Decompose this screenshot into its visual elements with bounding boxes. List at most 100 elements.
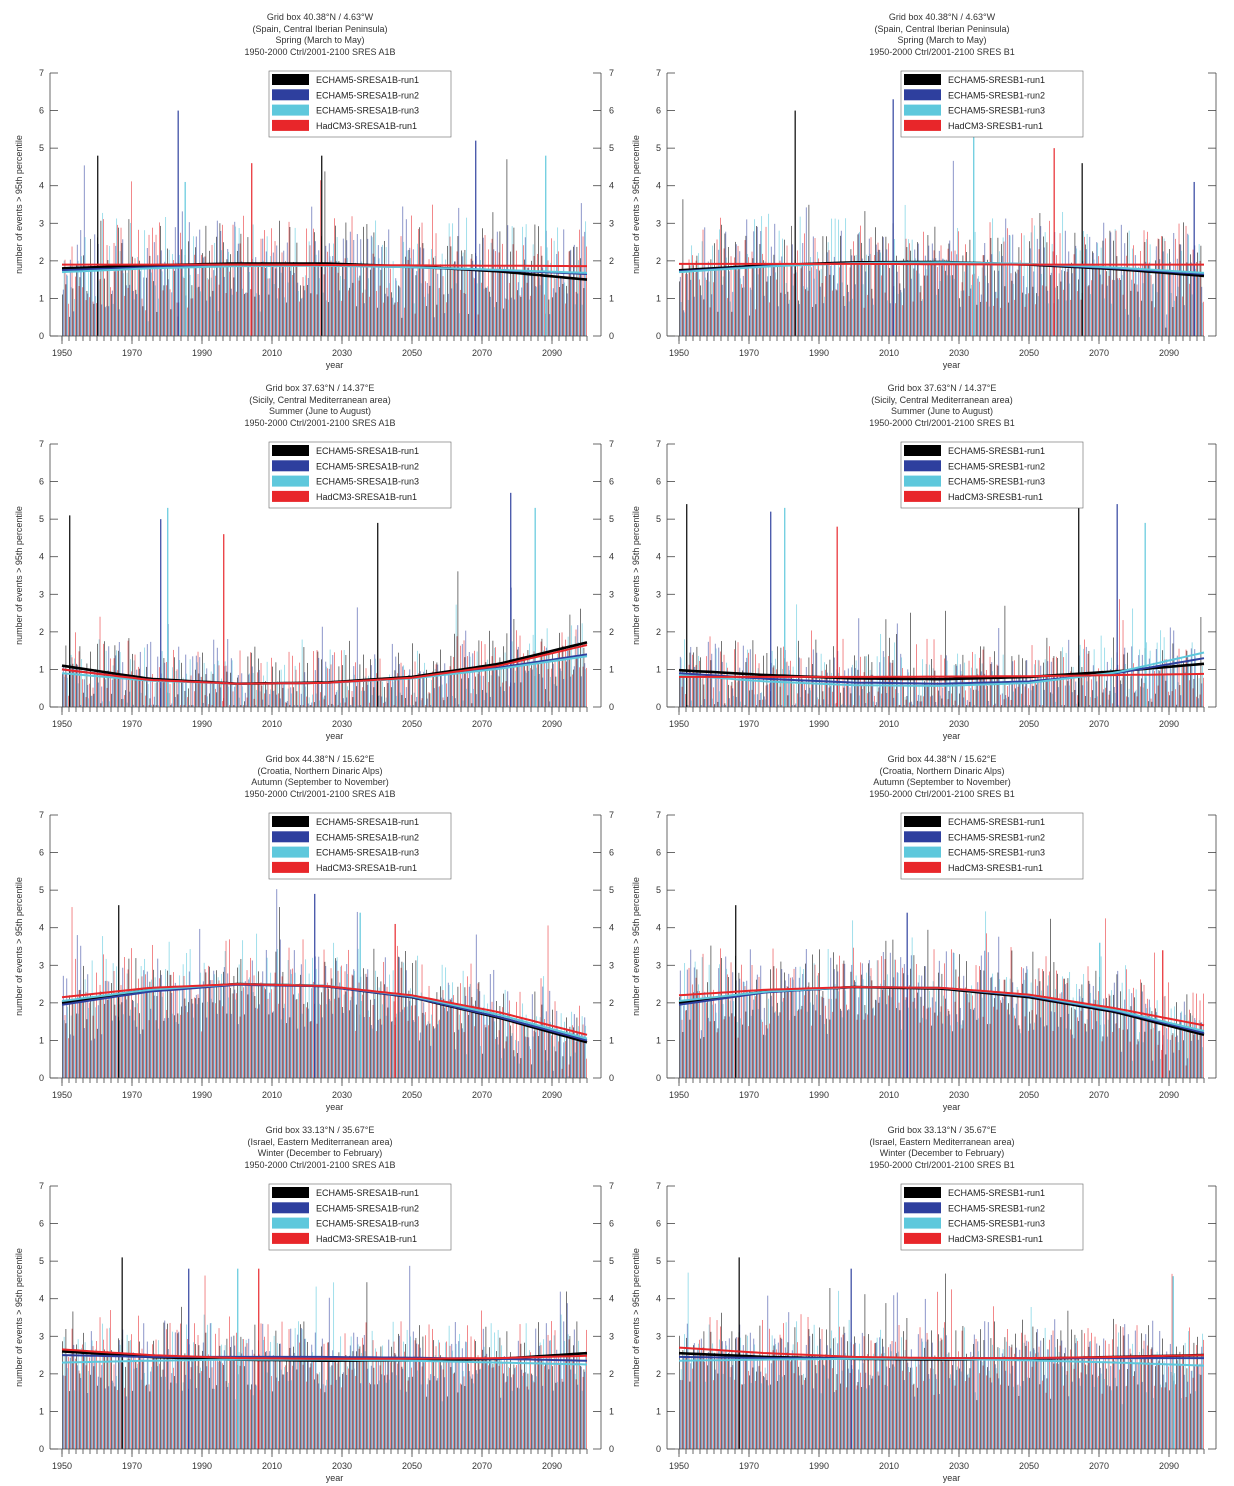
data-bar [1015,1003,1017,1078]
data-bar [557,653,559,707]
data-bar [885,940,887,1078]
data-bar [815,304,817,336]
data-bar [946,1015,948,1078]
data-bar [1201,286,1203,336]
data-bar [948,690,950,707]
chart-title-line: 1950-2000 Ctrl/2001-2100 SRES B1 [869,46,1015,57]
data-bar [909,243,910,336]
data-bar [146,666,147,707]
data-bar [884,959,886,1078]
data-bar [446,302,447,336]
data-bar [553,684,555,707]
data-bar [310,1021,312,1078]
y-tick-label: 1 [39,1035,44,1045]
data-bar [425,1012,426,1078]
data-bar [431,1014,433,1078]
data-bar [1176,296,1177,336]
data-bar [1113,982,1115,1078]
data-bar [67,677,69,707]
data-bar [766,653,768,707]
data-bar [882,676,883,707]
data-bar [701,678,703,707]
data-bar [329,1000,331,1078]
data-bar [954,700,956,707]
data-bar [1001,1002,1002,1078]
legend-label: HadCM3-SRESA1B-run1 [316,863,417,873]
data-bar [265,681,266,707]
data-bar [953,953,955,1078]
data-bar [1057,973,1058,1078]
data-bar [209,1323,211,1449]
data-bar [456,251,458,336]
data-bar [330,664,332,707]
data-bar [970,1009,972,1078]
data-bar [70,1351,72,1449]
data-bar [552,1009,553,1078]
data-bar [684,312,686,336]
data-bar [75,632,76,707]
data-bar [1090,294,1092,336]
data-bar [425,281,426,336]
data-bar [537,253,538,336]
data-bar [132,653,133,707]
data-bar [182,1382,184,1449]
data-bar [120,673,122,707]
data-bar [738,972,740,1078]
data-bar [874,1015,875,1078]
data-bar [87,293,89,336]
data-bar [1108,694,1110,707]
data-bar [791,705,793,707]
data-bar [139,1341,140,1449]
data-bar [1028,1030,1029,1078]
y-tick-label: 6 [656,477,661,487]
data-bar [987,685,988,707]
data-bar [168,941,170,1078]
data-bar [433,1026,434,1078]
chart-panel: Grid box 33.13°N / 35.67°E (Israel, Easte… [0,1113,617,1484]
data-bar [752,1009,754,1078]
data-bar [868,654,869,707]
data-bar [998,628,1000,707]
data-bar [390,1362,391,1449]
data-bar [139,260,140,336]
data-bar [426,283,428,336]
x-tick-label: 1950 [52,348,72,358]
data-bar [171,292,173,336]
data-bar [1048,303,1050,336]
data-bar [940,1006,942,1078]
data-bar [985,689,987,707]
data-bar [735,241,736,336]
data-bar [322,697,324,707]
data-bar [542,986,544,1078]
data-bar [119,1344,121,1449]
data-bar [1007,228,1008,336]
peak-bar [251,163,253,336]
data-bar [751,689,753,707]
data-bar [687,999,689,1078]
data-bar [77,683,79,707]
data-bar [273,284,275,336]
data-bar [870,968,872,1078]
data-bar [1177,1042,1179,1078]
data-bar [1015,271,1016,336]
data-bar [1169,261,1171,336]
data-bar [963,975,965,1078]
data-bar [146,644,148,707]
data-bar [90,651,91,707]
data-bar [423,1002,425,1078]
data-bar [449,999,451,1078]
data-bar [1110,1012,1112,1078]
y2-tick-label: 3 [609,589,614,599]
data-bar [315,968,317,1078]
data-bar [329,256,331,336]
data-bar [538,226,539,336]
data-bar [1000,307,1001,336]
data-bar [801,1005,803,1078]
data-bar [227,639,229,707]
data-bar [303,1003,305,1078]
data-bar [976,1019,978,1078]
data-bar [136,294,138,336]
data-bar [1070,299,1071,336]
data-bar [154,285,156,336]
data-bar [1159,259,1161,336]
